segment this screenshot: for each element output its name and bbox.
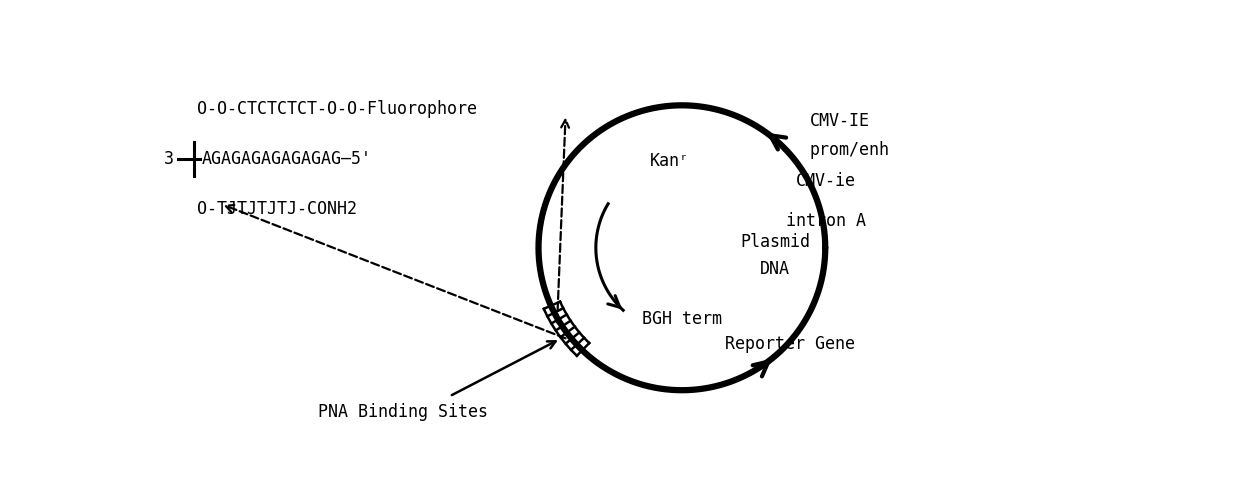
Text: PNA Binding Sites: PNA Binding Sites — [318, 403, 488, 421]
Text: DNA: DNA — [760, 259, 790, 277]
Text: 3: 3 — [165, 150, 175, 168]
Text: CMV-ie: CMV-ie — [797, 172, 856, 190]
Text: Plasmid: Plasmid — [740, 234, 810, 251]
Text: intron A: intron A — [787, 212, 866, 230]
Text: prom/enh: prom/enh — [810, 141, 890, 159]
Text: BGH term: BGH term — [642, 310, 721, 328]
Text: AGAGAGAGAGAGAG—5': AGAGAGAGAGAGAG—5' — [202, 150, 372, 168]
Text: Kanʳ: Kanʳ — [650, 152, 690, 170]
Text: O-TJTJTJTJ-CONH2: O-TJTJTJTJ-CONH2 — [197, 200, 358, 218]
Text: CMV-IE: CMV-IE — [810, 112, 870, 130]
Text: O-O-CTCTCTCT-O-O-Fluorophore: O-O-CTCTCTCT-O-O-Fluorophore — [197, 100, 477, 118]
Text: Reporter Gene: Reporter Gene — [725, 335, 855, 353]
